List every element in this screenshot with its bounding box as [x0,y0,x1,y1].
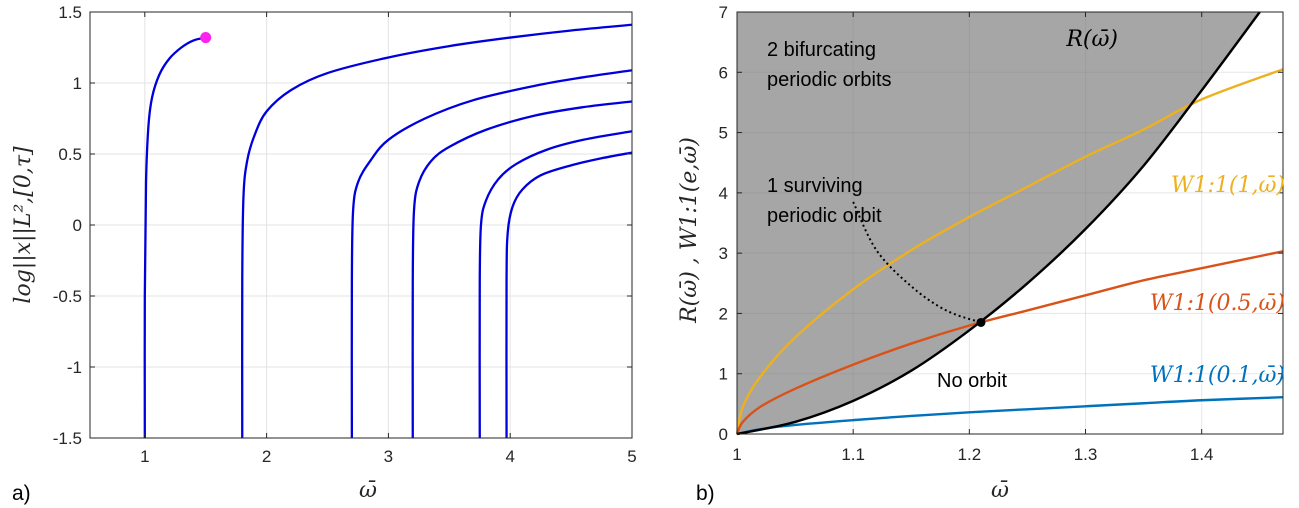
x-tick-label: 1.4 [1190,445,1214,464]
panel-b-y-axis-label: R(ω̄) , W1:1(e,ω̄) [677,137,702,324]
x-tick-label: 1 [732,445,741,464]
annotation-surviving-line1: 1 surviving [767,175,863,197]
R-curve [736,11,1261,436]
start-point-marker [200,32,212,44]
panel-b-x-axis-label: ω̄ [991,478,1009,503]
annotation-surviving-line2: periodic orbit [767,205,882,227]
y-tick-label: 7 [719,3,728,22]
x-tick-label: 4 [505,447,514,466]
panel-a-axes: 1 2 3 4 5 -1.5 -1 -0.5 0 0.5 1 1.5 [53,3,637,466]
y-tick-label: 0 [73,216,82,235]
series-line [505,151,633,439]
y-tick-label: -0.5 [53,287,82,306]
series-line [241,23,633,439]
intersection-point-marker [976,317,986,327]
y-tick-label: 2 [719,304,728,323]
label-R: R(ω̄) [1065,27,1118,52]
label-W-e01: W1:1(0.1,ω̄) [1150,363,1285,388]
panel-b-label: b) [696,482,715,505]
panel-a-x-axis-label: ω̄ [359,478,377,503]
panel-a-grid [90,11,633,439]
x-tick-label: 1 [140,447,149,466]
y-tick-label: 1.5 [58,3,82,22]
x-tick-label: 5 [627,447,636,466]
annotation-bifurcating-line1: 2 bifurcating [767,39,876,61]
panel-a-label: a) [12,482,31,505]
series-line [478,130,633,439]
y-tick-label: 0.5 [58,145,82,164]
y-tick-label: -1.5 [53,429,82,448]
x-tick-label: 3 [384,447,393,466]
y-tick-label: -1 [67,358,82,377]
surviving-orbit-pointer [852,201,982,324]
y-tick-label: 5 [719,124,728,143]
W-e1-curve [735,68,1284,435]
series-line [411,100,633,439]
panel-a-curves [143,23,633,439]
y-tick-label: 0 [719,425,728,444]
y-tick-label: 1 [73,74,82,93]
W-e01-curve [736,396,1284,436]
y-tick-label: 1 [719,365,728,384]
label-W-e05: W1:1(0.5,ω̄) [1150,291,1285,316]
x-tick-label: 1.2 [958,445,982,464]
y-tick-label: 6 [719,63,728,82]
x-tick-label: 1.1 [841,445,865,464]
series-line [143,36,206,439]
x-tick-label: 2 [262,447,271,466]
panel-a-line-chart: 1 2 3 4 5 -1.5 -1 -0.5 0 0.5 1 1.5 ω̄ log||x||L²,[0… [11,3,637,503]
panel-a-y-axis-label: log||x||L²,[0,τ] [11,146,36,304]
annotation-bifurcating-line2: periodic orbits [767,69,892,91]
label-W-e1: W1:1(1,ω̄) [1171,173,1285,198]
y-tick-label: 4 [719,184,728,203]
panel-b-shaded-region [737,12,1260,434]
panel-b-curves [735,11,1284,436]
x-tick-label: 1.3 [1074,445,1098,464]
W-e05-curve [735,250,1284,435]
series-line [350,69,633,439]
annotation-no-orbit: No orbit [937,370,1007,392]
panel-b-frame [736,11,1284,435]
y-tick-label: 3 [719,244,728,263]
